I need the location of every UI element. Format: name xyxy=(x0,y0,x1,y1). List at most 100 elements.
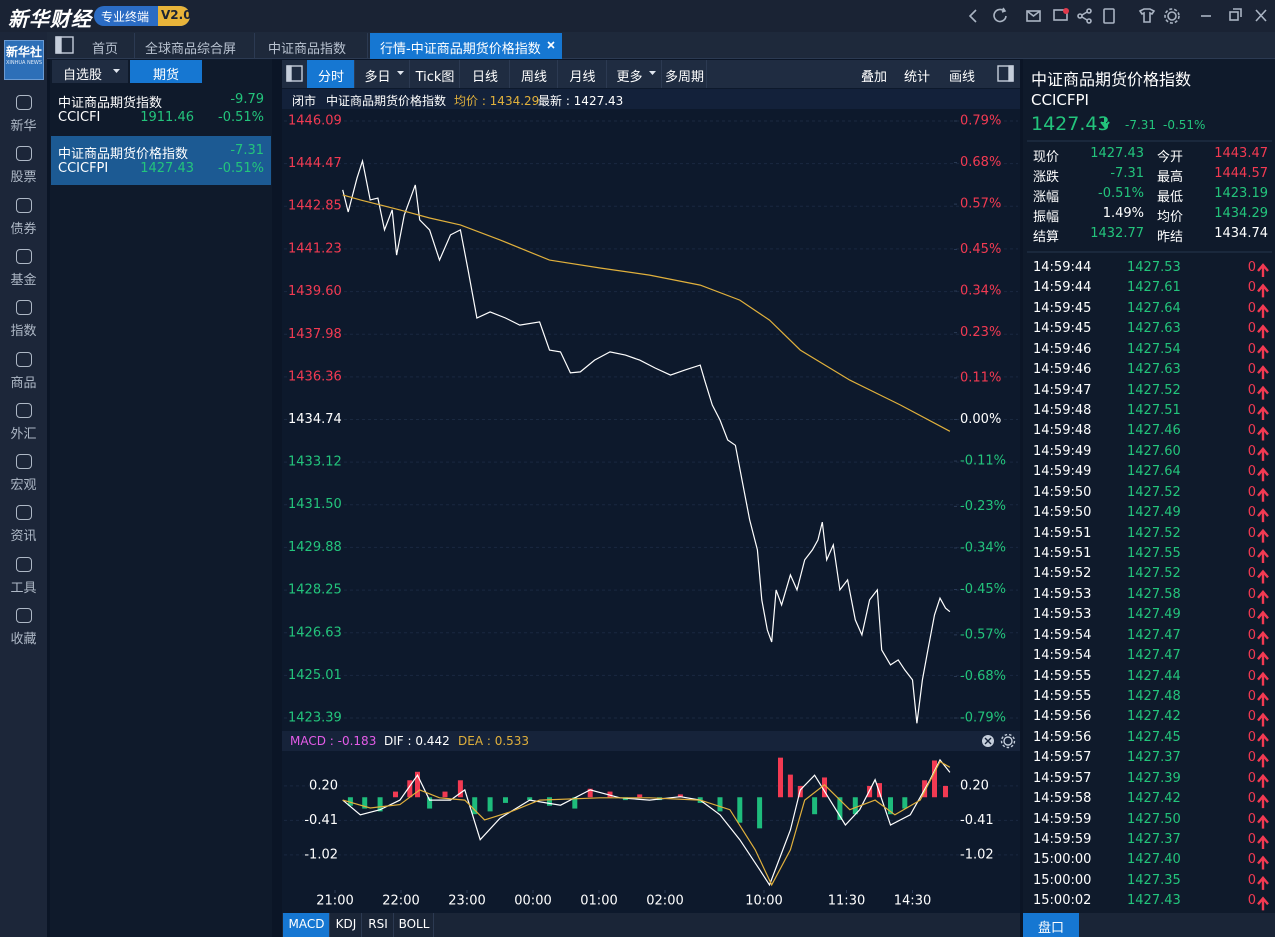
trade-volume: 0 xyxy=(1247,791,1256,807)
quote-tab-label[interactable]: 盘口 xyxy=(1037,921,1064,936)
trade-time: 14:59:57 xyxy=(1033,770,1092,786)
nav-icon[interactable] xyxy=(16,402,32,418)
indicator-tab-label[interactable]: KDJ xyxy=(335,917,357,931)
trade-time: 15:00:02 xyxy=(1033,893,1092,909)
trade-volume: 0 xyxy=(1247,341,1256,357)
trade-time: 14:59:48 xyxy=(1033,403,1092,418)
stat-label: 最低 xyxy=(1157,190,1184,205)
trade-price: 1427.39 xyxy=(1127,770,1181,786)
indicator-tab[interactable] xyxy=(362,913,394,937)
nav-item[interactable]: 债券 xyxy=(10,221,37,237)
nav-item[interactable]: 宏观 xyxy=(10,478,37,494)
nav-item[interactable]: 股票 xyxy=(10,170,37,186)
toolbar-button[interactable] xyxy=(355,60,410,88)
toolbar-label[interactable]: 多周期 xyxy=(664,70,704,85)
watch-tab[interactable] xyxy=(130,60,202,83)
nav-item[interactable]: 资讯 xyxy=(10,529,37,545)
toolbar-label[interactable]: 月线 xyxy=(569,70,596,85)
watch-code: CCICFI xyxy=(58,110,101,125)
trade-price: 1427.35 xyxy=(1127,872,1181,888)
toolbar-label[interactable]: Tick图 xyxy=(415,70,455,85)
tab-label[interactable]: 行情-中证商品期货价格指数 xyxy=(380,42,541,57)
trade-price: 1427.55 xyxy=(1127,546,1181,562)
nav-icon[interactable] xyxy=(16,556,32,572)
chart-name: 中证商品期货价格指数 xyxy=(326,94,447,108)
tab[interactable] xyxy=(135,33,255,59)
trade-time: 14:59:49 xyxy=(1033,443,1092,459)
toolbar-button[interactable] xyxy=(607,60,662,88)
tab[interactable] xyxy=(370,33,562,59)
trade-price: 1427.48 xyxy=(1127,689,1181,705)
trade-price: 1427.37 xyxy=(1127,832,1181,848)
watch-tab[interactable] xyxy=(52,60,128,83)
toolbar-label[interactable]: 分时 xyxy=(317,70,344,85)
watch-price: 1427.43 xyxy=(140,161,194,176)
nav-icon[interactable] xyxy=(16,454,32,470)
tab[interactable] xyxy=(82,33,135,59)
toolbar-label[interactable]: 叠加 xyxy=(860,70,887,85)
nav-item[interactable]: 指数 xyxy=(10,324,37,340)
stat-label: 涨跌 xyxy=(1033,170,1060,185)
sidebar xyxy=(0,32,47,937)
trade-time: 14:59:56 xyxy=(1033,729,1092,745)
toolbar-label[interactable]: 画线 xyxy=(948,70,975,85)
stat-label: 昨结 xyxy=(1157,230,1184,245)
watchlist-panel xyxy=(50,59,272,937)
toolbar-label[interactable]: 统计 xyxy=(903,70,930,85)
trade-price: 1427.52 xyxy=(1127,566,1181,582)
trade-time: 14:59:55 xyxy=(1033,668,1092,684)
watch-name: 中证商品期货指数 xyxy=(58,96,163,111)
trade-volume: 0 xyxy=(1247,403,1256,418)
nav-icon[interactable] xyxy=(16,505,32,521)
indicator-tab[interactable] xyxy=(394,913,434,937)
nav-item[interactable]: 工具 xyxy=(10,580,37,596)
nav-icon[interactable] xyxy=(16,608,32,623)
indicator-tab[interactable] xyxy=(283,913,330,937)
indicator-tab-label[interactable]: MACD xyxy=(288,917,325,931)
nav-icon[interactable] xyxy=(16,197,32,213)
brand: 新华财经 xyxy=(8,7,92,31)
tab-label[interactable]: 中证商品指数 xyxy=(268,42,347,57)
watch-tab-label[interactable]: 自选股 xyxy=(63,68,103,83)
tab-label[interactable]: 全球商品综合屏 xyxy=(145,42,237,57)
trade-time: 14:59:44 xyxy=(1033,280,1092,296)
toolbar-label[interactable]: 多日 xyxy=(364,70,391,85)
watch-tab-label[interactable]: 期货 xyxy=(153,68,180,83)
toolbar-label[interactable]: 周线 xyxy=(520,70,547,85)
nav-icon[interactable] xyxy=(16,300,32,316)
trade-time: 14:59:59 xyxy=(1033,832,1092,848)
trade-time: 14:59:46 xyxy=(1033,341,1092,357)
trade-time: 14:59:46 xyxy=(1033,362,1092,378)
toolbar-button[interactable] xyxy=(558,60,607,88)
nav-item[interactable]: 商品 xyxy=(10,375,37,391)
nav-item[interactable]: 基金 xyxy=(10,272,37,288)
trade-price: 1427.63 xyxy=(1127,362,1181,378)
indicator-tab-label[interactable]: RSI xyxy=(368,917,388,931)
tab-label[interactable]: 首页 xyxy=(92,42,119,57)
watch-item-highlight[interactable] xyxy=(51,136,271,185)
quote-tab[interactable] xyxy=(1023,913,1079,937)
nav-icon[interactable] xyxy=(16,248,32,264)
toolbar-button[interactable] xyxy=(662,60,707,88)
nav-item[interactable]: 新华 xyxy=(10,119,37,134)
nav-icon[interactable] xyxy=(16,95,32,110)
toolbar-button[interactable] xyxy=(307,60,355,88)
stat-value: 1427.43 xyxy=(1090,146,1144,161)
toolbar-button[interactable] xyxy=(410,60,460,88)
trade-time: 14:59:45 xyxy=(1033,321,1092,337)
nav-icon[interactable] xyxy=(16,351,32,367)
toolbar-label[interactable]: 日线 xyxy=(471,70,498,85)
trade-volume: 0 xyxy=(1247,546,1256,562)
macd-header xyxy=(282,731,1020,751)
trade-time: 14:59:54 xyxy=(1033,627,1092,643)
tab[interactable] xyxy=(258,33,368,59)
nav-item[interactable]: 外汇 xyxy=(10,426,37,442)
indicator-tab-label[interactable]: BOLL xyxy=(398,917,430,931)
toolbar-label[interactable]: 更多 xyxy=(616,70,643,85)
nav-icon[interactable] xyxy=(16,146,32,162)
trade-volume: 0 xyxy=(1247,627,1256,643)
toolbar-button[interactable] xyxy=(460,60,510,88)
toolbar-button[interactable] xyxy=(510,60,558,88)
nav-item[interactable]: 收藏 xyxy=(10,632,37,647)
indicator-tab[interactable] xyxy=(330,913,362,937)
